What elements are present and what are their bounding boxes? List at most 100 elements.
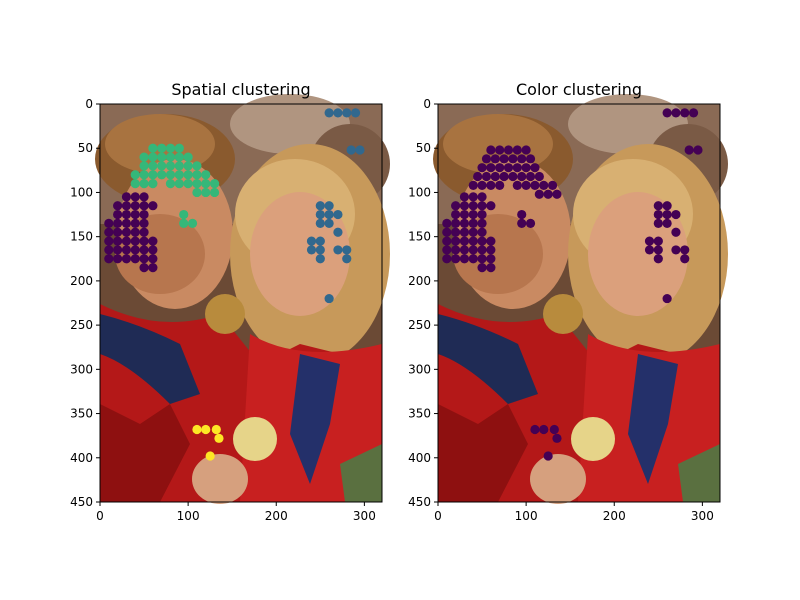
- scatter-point: [121, 236, 132, 246]
- scatter-point: [211, 424, 221, 435]
- scatter-point: [521, 180, 531, 190]
- scatter-point: [139, 152, 149, 162]
- scatter-point: [451, 254, 461, 264]
- scatter-point: [342, 108, 352, 118]
- y-tick-label: 150: [408, 230, 431, 244]
- scatter-point: [113, 209, 123, 220]
- scatter-point: [486, 245, 496, 255]
- scatter-point: [113, 227, 123, 237]
- scatter-point: [174, 179, 184, 189]
- scatter-point: [534, 171, 544, 182]
- y-tick-label: 450: [408, 495, 431, 509]
- scatter-point: [662, 108, 672, 118]
- scatter-point: [104, 236, 114, 246]
- scatter-point: [468, 209, 478, 220]
- scatter-point: [495, 145, 505, 155]
- scatter-point: [459, 201, 470, 211]
- scatter-point: [680, 245, 690, 255]
- scatter-point: [495, 180, 505, 190]
- scatter-point: [486, 145, 496, 155]
- scatter-point: [468, 254, 478, 264]
- scatter-point: [121, 209, 132, 220]
- scatter-point: [671, 227, 681, 237]
- scatter-point: [534, 189, 544, 199]
- scatter-point: [315, 218, 325, 228]
- scatter-point: [179, 209, 189, 220]
- scatter-point: [486, 163, 496, 173]
- scatter-point: [139, 236, 149, 246]
- scatter-point: [508, 171, 518, 182]
- scatter-point: [174, 170, 184, 180]
- scatter-point: [503, 163, 514, 173]
- scatter-point: [130, 227, 140, 237]
- scatter-point: [680, 108, 690, 118]
- x-tick-label: 100: [177, 509, 200, 523]
- scatter-point: [552, 189, 562, 199]
- scatter-point: [130, 170, 140, 180]
- scatter-point: [459, 192, 470, 202]
- y-tick-label: 200: [408, 274, 431, 288]
- scatter-point: [192, 161, 202, 171]
- scatter-point: [547, 180, 558, 190]
- scatter-point: [644, 245, 655, 255]
- scatter-point: [174, 161, 184, 171]
- y-axis-spatial: 0 50 100 150 200 250 300 350 400 450: [70, 97, 100, 509]
- scatter-point: [662, 201, 672, 211]
- scatter-point: [192, 179, 202, 189]
- scatter-point: [113, 201, 123, 211]
- scatter-point: [477, 254, 487, 264]
- scatter-point: [201, 179, 211, 189]
- scatter-point: [512, 163, 522, 173]
- scatter-point: [121, 192, 132, 202]
- scatter-point: [451, 209, 461, 220]
- scatter-point: [148, 263, 158, 273]
- panel-spatial: Spatial clustering 0 100 200 300 0 50 100 150 2…: [70, 80, 390, 523]
- scatter-point: [521, 145, 531, 155]
- x-tick-label: 100: [515, 509, 538, 523]
- scatter-point: [468, 201, 478, 211]
- scatter-point: [477, 180, 487, 190]
- scatter-point: [306, 245, 317, 255]
- scatter-point: [662, 209, 672, 220]
- scatter-point: [525, 154, 536, 164]
- photo-background-spatial: [95, 94, 390, 504]
- scatter-point: [525, 218, 536, 228]
- scatter-point: [442, 236, 452, 246]
- scatter-point: [209, 187, 220, 198]
- scatter-point: [490, 154, 500, 164]
- scatter-point: [451, 201, 461, 211]
- scatter-point: [209, 179, 220, 189]
- scatter-point: [183, 170, 193, 180]
- y-tick-label: 0: [423, 97, 431, 111]
- x-tick-label: 300: [691, 509, 714, 523]
- scatter-point: [477, 218, 487, 228]
- scatter-point: [201, 187, 211, 198]
- scatter-point: [468, 218, 478, 228]
- scatter-point: [130, 192, 140, 202]
- scatter-point: [183, 161, 193, 171]
- scatter-point: [113, 254, 123, 264]
- scatter-point: [148, 201, 158, 211]
- scatter-point: [495, 163, 505, 173]
- scatter-point: [680, 254, 690, 264]
- scatter-point: [104, 245, 114, 255]
- scatter-point: [486, 236, 496, 246]
- scatter-point: [121, 245, 132, 255]
- scatter-points-color: [442, 108, 703, 461]
- scatter-point: [442, 227, 452, 237]
- scatter-point: [503, 145, 514, 155]
- scatter-point: [451, 245, 461, 255]
- scatter-point: [481, 154, 492, 164]
- chart-title-color: Color clustering: [516, 80, 642, 99]
- scatter-point: [653, 245, 663, 255]
- x-tick-label: 0: [434, 509, 442, 523]
- scatter-point: [192, 170, 202, 180]
- scatter-point: [139, 245, 149, 255]
- scatter-point: [530, 180, 540, 190]
- scatter-point: [539, 424, 549, 435]
- scatter-point: [477, 236, 487, 246]
- scatter-point: [477, 163, 487, 173]
- scatter-point: [121, 218, 132, 228]
- scatter-point: [148, 152, 158, 162]
- scatter-point: [157, 152, 167, 162]
